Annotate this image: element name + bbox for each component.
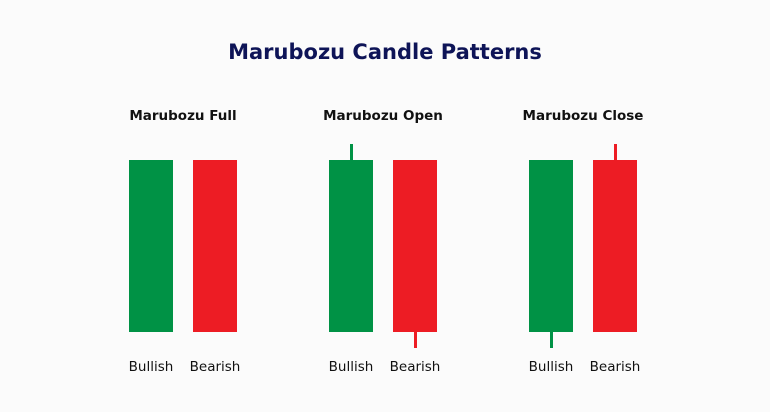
group-title: Marubozu Open <box>323 108 443 124</box>
bullish-upper-wick <box>350 144 353 160</box>
bearish-label: Bearish <box>389 359 441 375</box>
bullish-lower-wick <box>550 332 553 348</box>
bullish-label: Bullish <box>328 359 374 375</box>
bearish-upper-wick <box>614 144 617 160</box>
bearish-candle-body <box>593 160 637 332</box>
bearish-candle-body <box>193 160 237 332</box>
bearish-lower-wick <box>414 332 417 348</box>
bearish-label: Bearish <box>589 359 641 375</box>
bullish-label: Bullish <box>528 359 574 375</box>
group-title: Marubozu Full <box>129 108 237 124</box>
bullish-candle-body <box>329 160 373 332</box>
bearish-label: Bearish <box>189 359 241 375</box>
diagram-title: Marubozu Candle Patterns <box>228 40 542 64</box>
group-title: Marubozu Close <box>522 108 644 124</box>
bullish-candle-body <box>529 160 573 332</box>
bullish-candle-body <box>129 160 173 332</box>
bearish-candle-body <box>393 160 437 332</box>
bullish-label: Bullish <box>128 359 174 375</box>
